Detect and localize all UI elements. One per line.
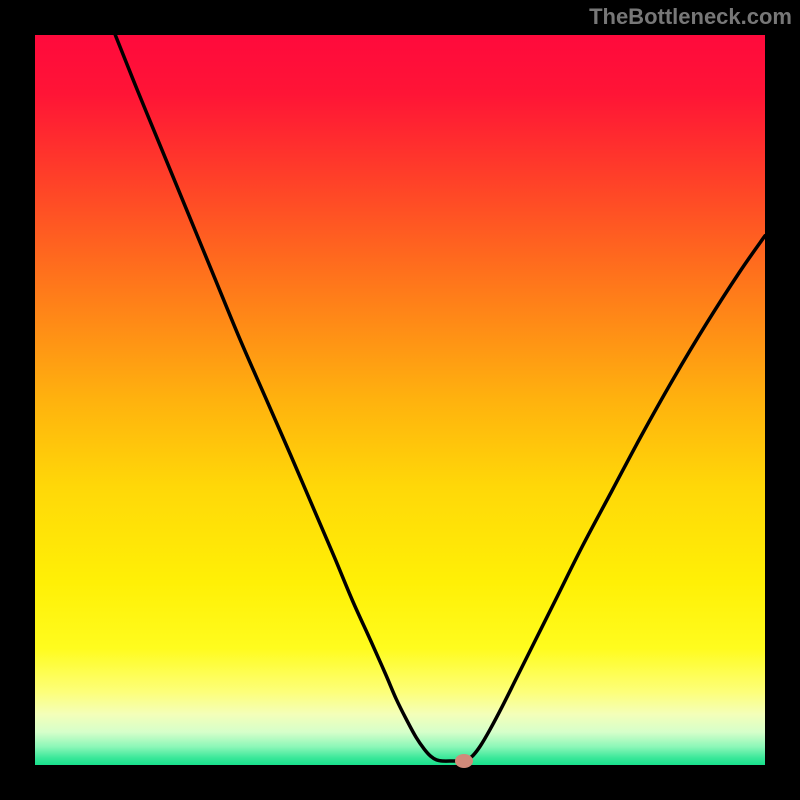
bottleneck-curve (115, 35, 765, 761)
watermark-text: TheBottleneck.com (589, 4, 792, 30)
chart-frame: TheBottleneck.com (0, 0, 800, 800)
curve-layer (35, 35, 765, 765)
plot-area (35, 35, 765, 765)
marker-dot (455, 754, 473, 768)
